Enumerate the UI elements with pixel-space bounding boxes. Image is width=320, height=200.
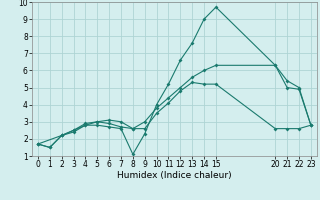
X-axis label: Humidex (Indice chaleur): Humidex (Indice chaleur) xyxy=(117,171,232,180)
